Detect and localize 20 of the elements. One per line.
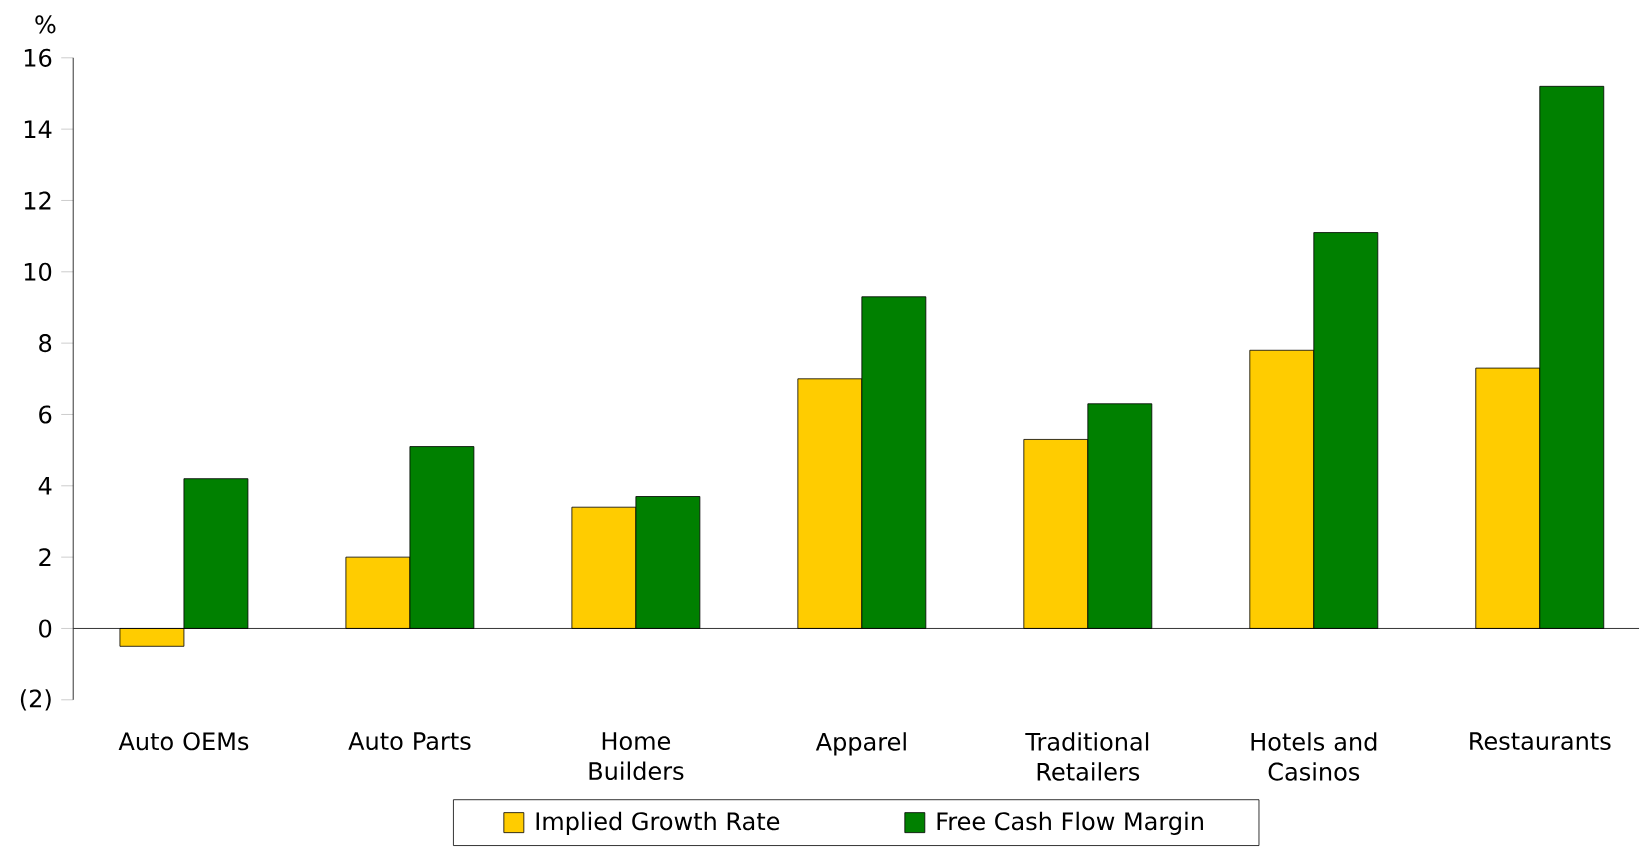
y-tick-label: 0 <box>39 619 52 638</box>
y-tick-label: (2) <box>20 689 51 711</box>
y-tick-label: 12 <box>24 191 51 210</box>
x-tick-label: Hotels and Casinos <box>1251 732 1377 781</box>
y-tick-label: 10 <box>24 262 52 281</box>
x-tick-label: Auto OEMs <box>118 732 249 751</box>
y-tick-label: 14 <box>24 120 52 138</box>
x-tick-label: Traditional Retailers <box>1025 732 1149 781</box>
legend-label: Free Cash Flow Margin <box>937 811 1203 835</box>
y-tick-label: 8 <box>39 334 52 353</box>
x-tick-label: Restaurants <box>1470 732 1611 751</box>
y-tick-label: 4 <box>38 477 52 495</box>
x-tick-label: Auto Parts <box>348 732 471 751</box>
y-tick-label: 16 <box>24 48 52 67</box>
legend-label: Implied Growth Rate <box>536 811 780 835</box>
y-axis-title: % <box>35 15 56 34</box>
x-tick-label: Home Builders <box>589 732 684 781</box>
x-tick-label: Apparel <box>815 732 906 756</box>
y-tick-label: 2 <box>39 548 51 567</box>
y-tick-label: 6 <box>39 405 52 424</box>
